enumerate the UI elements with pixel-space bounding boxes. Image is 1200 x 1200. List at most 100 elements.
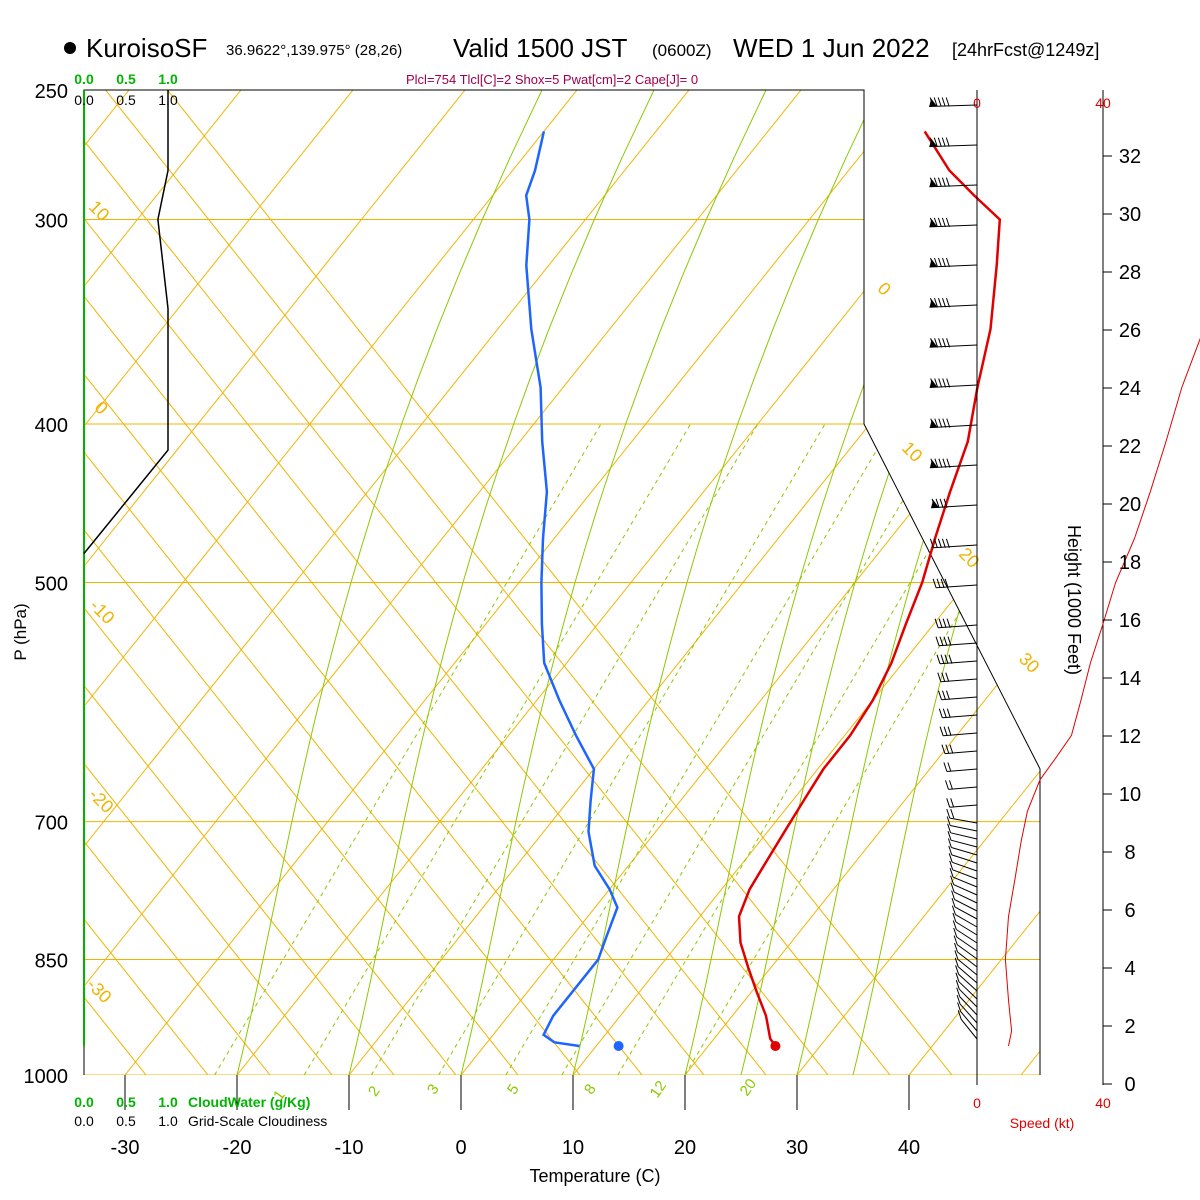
dry-adiabat-line (84, 90, 271, 1075)
wind-barb-flag (955, 965, 960, 975)
wind-barb-flag (942, 378, 947, 388)
wind-barb-flag (949, 860, 954, 870)
isotherm-line (124, 90, 914, 1075)
wind-barb-flag (945, 217, 950, 228)
wind-barb (946, 768, 978, 772)
wind-barb (941, 696, 978, 701)
wind-barb-flag (938, 298, 942, 308)
cloudiness-label: Grid-Scale Cloudiness (188, 1113, 327, 1129)
wind-barb-flag (936, 654, 941, 664)
dry-adiabat-line (84, 90, 147, 1075)
wind-barb (938, 624, 978, 629)
wind-barb-flag (945, 137, 950, 147)
isotherm-label: 10 (85, 197, 113, 225)
moist-adiabat-line (572, 90, 879, 1075)
dry-adiabat-line (84, 90, 705, 1075)
wind-barb-flag (929, 217, 934, 228)
temperature-tick-label: -30 (111, 1137, 140, 1159)
temperature-profile-line (737, 130, 1002, 1047)
wind-barb (958, 973, 978, 992)
dry-adiabat-line (84, 90, 767, 1075)
temperature-tick-label: 0 (455, 1137, 466, 1159)
temperature-tick-label: 30 (786, 1137, 808, 1159)
surface-temperature-marker (770, 1040, 781, 1051)
wind-barb-flag (943, 726, 948, 736)
wind-barb-flag (930, 458, 935, 468)
pressure-tick-label: 850 (35, 951, 68, 973)
height-tick-label: 14 (1119, 668, 1141, 690)
wind-barb-flag (939, 636, 944, 646)
dry-adiabat-line (84, 90, 581, 1075)
wind-barb-flag (930, 378, 935, 388)
wind-barb (957, 959, 978, 976)
wind-barb-flag (929, 177, 934, 187)
wind-barb-flag (948, 853, 953, 863)
temperature-tick-label: -10 (335, 1137, 364, 1159)
forecast-info: [24hrFcst@1249z] (952, 40, 1100, 60)
isotherm-line (84, 90, 802, 1075)
wind-barb-flag (950, 882, 955, 893)
chart-grid (0, 0, 1041, 1075)
wind-barb (957, 966, 978, 984)
mixing-ratio-line (561, 423, 949, 1075)
pressure-tick-label: 500 (35, 574, 68, 596)
wind-barb (950, 825, 978, 832)
surface-dewpoint-marker (613, 1040, 624, 1051)
wind-barb-flag (929, 137, 934, 147)
wind-barb-flag (946, 618, 951, 628)
speed-tick-label-bottom: 0 (973, 1095, 981, 1111)
height-tick-label: 18 (1119, 552, 1141, 574)
wind-barb-flag (931, 498, 936, 508)
station-coords: 36.9622°,139.975° (28,26) (226, 42, 403, 59)
isotherm-label: 10 (898, 438, 926, 466)
wind-barb-flag (942, 338, 947, 348)
wind-barb (956, 944, 978, 960)
wind-barb-flag (942, 458, 947, 468)
wind-barb (952, 861, 978, 872)
dry-adiabat-line (84, 90, 333, 1075)
wind-barb-flag (939, 726, 944, 736)
wind-barb (949, 804, 978, 808)
temperature-tick-label: 20 (674, 1137, 696, 1159)
wind-barb-flag (933, 177, 938, 187)
wind-barb-flag (942, 618, 947, 628)
wind-barb-flag (937, 538, 942, 548)
wind-barb (933, 544, 978, 549)
wind-barb-flag (930, 298, 934, 308)
wind-barb-flag (951, 890, 956, 900)
wind-barb (960, 1018, 978, 1040)
height-tick-label: 12 (1119, 726, 1141, 748)
temperature-tick-label: 10 (562, 1137, 584, 1159)
wind-barb-flag (934, 338, 939, 348)
wind-barb-flag (947, 831, 952, 841)
cloudwater-label: CloudWater (g/Kg) (188, 1094, 310, 1110)
speed-tick-label-bottom: 40 (1095, 1095, 1111, 1111)
mixing-ratio-line (303, 423, 692, 1075)
dry-adiabat-line (0, 0, 22, 1075)
cloudiness-scale-bottom: 0.0 (74, 1113, 94, 1129)
dry-adiabat-line (84, 90, 643, 1075)
wind-barb (956, 929, 978, 944)
wind-barb-flag (941, 137, 946, 147)
wind-barb (949, 817, 978, 824)
wind-barb-flag (938, 257, 942, 268)
wind-barb-flag (947, 762, 952, 772)
wind-barb-flag (937, 97, 942, 107)
wind-barb-flag (941, 97, 946, 107)
wind-barb (959, 1003, 978, 1024)
wind-barb (940, 678, 978, 683)
wind-barb-flag (938, 338, 943, 348)
wind-barb-flag (929, 538, 934, 548)
wind-barb (955, 914, 978, 928)
wind-barb (950, 839, 978, 848)
cloudwater-scale-bottom: 1.0 (158, 1094, 178, 1110)
wind-barb-flag (949, 868, 954, 878)
wind-barb-flag (954, 957, 959, 967)
wind-barb-flag (940, 654, 945, 664)
valid-date: WED 1 Jun 2022 (733, 33, 930, 63)
height-tick-label: 8 (1124, 842, 1135, 864)
wind-barb-flag (957, 1010, 962, 1020)
wind-barb-flag (941, 744, 946, 754)
wind-barb-flag (949, 744, 954, 754)
